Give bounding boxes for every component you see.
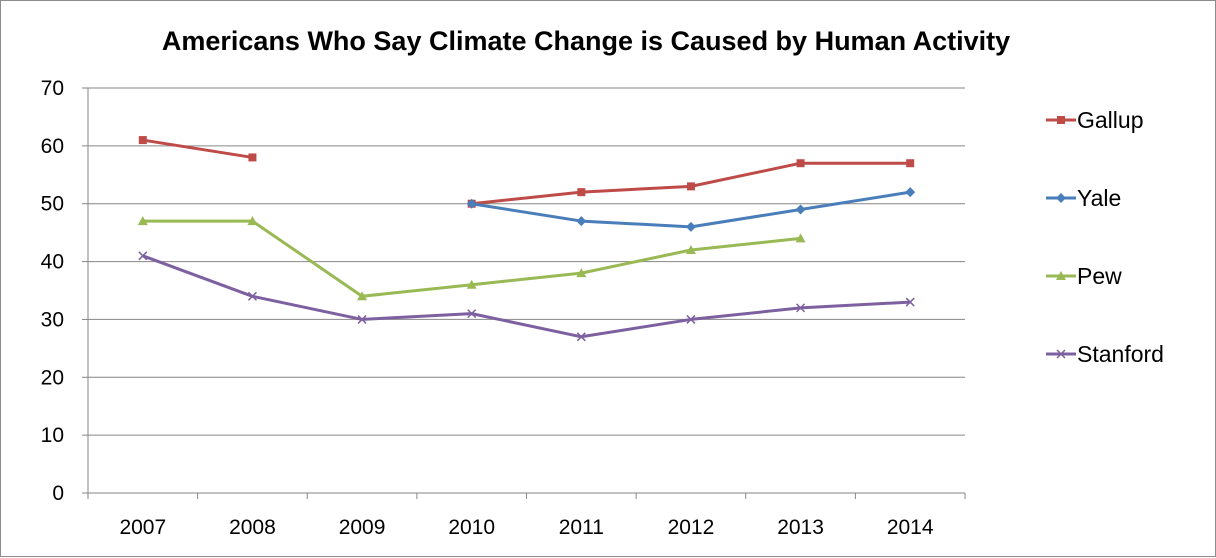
- data-point: [577, 188, 586, 197]
- data-point: [466, 279, 477, 289]
- x-tick-label: 2011: [559, 516, 604, 539]
- series: [137, 136, 916, 342]
- x-tick-label: 2012: [668, 516, 715, 539]
- data-point: [796, 159, 805, 168]
- x-tick-label: 2008: [229, 516, 276, 539]
- series-gallup: [138, 136, 915, 208]
- y-tick-label: 30: [41, 308, 64, 331]
- data-point: [906, 159, 915, 168]
- data-point: [686, 182, 695, 191]
- series-yale: [466, 187, 916, 232]
- legend-item: Stanford: [1046, 341, 1164, 367]
- legend: Gallup Yale Pew Stanford: [1046, 107, 1164, 367]
- legend-item: Gallup: [1046, 107, 1143, 133]
- data-point: [137, 216, 148, 226]
- data-point: [466, 198, 477, 209]
- legend-item: Yale: [1046, 185, 1121, 211]
- x-tick-label: 2009: [339, 516, 386, 539]
- legend-marker: [1057, 116, 1065, 124]
- data-point: [357, 314, 367, 324]
- data-point: [138, 251, 148, 261]
- data-point: [576, 268, 587, 278]
- data-point: [905, 297, 915, 307]
- data-point: [796, 303, 806, 313]
- data-point: [138, 136, 147, 145]
- data-point: [247, 291, 257, 301]
- legend-marker: [1056, 271, 1066, 280]
- y-tick-label: 20: [41, 366, 64, 389]
- series-stanford: [138, 251, 915, 342]
- legend-item: Pew: [1046, 263, 1122, 289]
- data-point: [686, 314, 696, 324]
- x-tick-label: 2014: [887, 516, 934, 539]
- legend-label: Stanford: [1077, 341, 1164, 367]
- data-point: [795, 204, 806, 215]
- axes: 0 10 20 30 40 50 60 70 2007 2008 2009 2010 2011 2012 2…: [41, 77, 966, 539]
- data-point: [685, 245, 696, 254]
- legend-label: Pew: [1077, 263, 1122, 289]
- x-tick-label: 2007: [119, 516, 166, 539]
- chart-title: Americans Who Say Climate Change is Caus…: [162, 26, 1010, 56]
- data-point: [685, 221, 696, 232]
- x-tick-label: 2010: [448, 516, 495, 539]
- y-tick-label: 40: [41, 251, 64, 274]
- data-point: [467, 309, 477, 319]
- series-line: [142, 254, 911, 339]
- series-pew: [137, 216, 806, 301]
- data-point: [576, 332, 586, 342]
- series-line: [142, 138, 253, 159]
- y-tick-label: 70: [41, 77, 64, 100]
- data-point: [248, 153, 257, 162]
- y-tick-label: 0: [52, 482, 64, 505]
- data-point: [576, 216, 587, 227]
- legend-marker: [1056, 193, 1066, 203]
- y-tick-label: 50: [41, 193, 64, 216]
- data-point: [795, 233, 806, 243]
- legend-label: Yale: [1077, 185, 1121, 211]
- legend-marker: [1056, 349, 1066, 359]
- y-tick-label: 60: [41, 135, 64, 158]
- data-point: [247, 216, 258, 226]
- x-tick-label: 2013: [777, 516, 824, 539]
- gridlines: [88, 87, 965, 436]
- legend-label: Gallup: [1077, 107, 1143, 133]
- y-tick-label: 10: [41, 424, 64, 447]
- data-point: [357, 291, 368, 301]
- data-point: [905, 187, 916, 198]
